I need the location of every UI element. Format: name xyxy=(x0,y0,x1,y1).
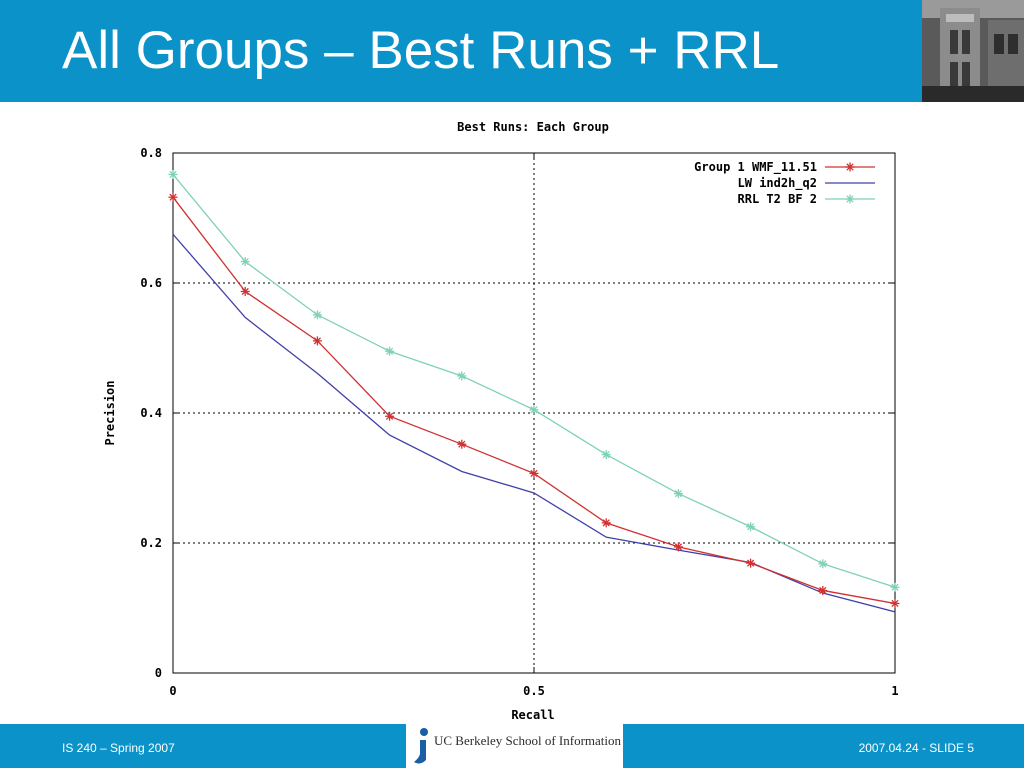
legend-marker xyxy=(845,162,855,172)
marker-stroke xyxy=(385,412,394,420)
data-point xyxy=(890,582,900,592)
data-point xyxy=(890,598,900,608)
footer-course: IS 240 – Spring 2007 xyxy=(62,741,175,755)
data-point xyxy=(818,585,828,595)
data-point xyxy=(168,169,178,179)
axis-ticks: 0 0.2 0.4 0.6 0.8 0 0.5 1 xyxy=(140,146,898,698)
data-point xyxy=(601,518,611,528)
precision-recall-chart: Best Runs: Each Group Recall Precision 0… xyxy=(103,120,900,722)
y-tick-label: 0 xyxy=(155,666,162,680)
marker-stroke xyxy=(530,469,538,478)
data-point xyxy=(673,489,683,499)
x-tick-label: 1 xyxy=(891,684,898,698)
legend-label: LW ind2h_q2 xyxy=(738,176,817,191)
marker-stroke xyxy=(819,560,827,568)
data-point xyxy=(240,286,250,296)
marker-stroke xyxy=(241,287,249,296)
y-tick-label: 0.2 xyxy=(140,536,162,550)
marker-stroke xyxy=(241,257,249,266)
marker-stroke xyxy=(313,311,322,319)
y-tick-label: 0.4 xyxy=(140,406,162,420)
legend-label: Group 1 WMF_11.51 xyxy=(694,160,817,175)
marker-stroke xyxy=(674,489,683,498)
y-axis-label: Precision xyxy=(103,380,117,445)
data-point xyxy=(529,468,539,478)
data-point xyxy=(168,192,178,202)
x-axis-label: Recall xyxy=(511,708,554,722)
data-point xyxy=(312,336,322,346)
marker-stroke xyxy=(891,599,899,608)
data-point xyxy=(240,257,250,267)
x-tick-label: 0.5 xyxy=(523,684,545,698)
marker-stroke xyxy=(891,583,899,591)
marker-stroke xyxy=(458,372,466,380)
data-point xyxy=(818,559,828,569)
marker-stroke xyxy=(602,519,610,527)
campanile-photo xyxy=(922,0,1024,102)
data-point xyxy=(457,439,467,449)
data-point xyxy=(746,558,756,568)
marker-stroke xyxy=(674,543,683,551)
x-tick-label: 0 xyxy=(169,684,176,698)
slide-header xyxy=(0,0,1024,102)
data-point xyxy=(385,346,395,356)
marker-stroke xyxy=(746,559,755,567)
slide-title: All Groups – Best Runs + RRL xyxy=(62,21,780,80)
logo-box xyxy=(406,724,623,768)
chart-title: Best Runs: Each Group xyxy=(457,120,609,134)
marker-stroke xyxy=(169,193,177,201)
footer-slide-number: 2007.04.24 - SLIDE 5 xyxy=(858,741,974,755)
data-point xyxy=(385,411,395,421)
marker-stroke xyxy=(385,347,394,355)
data-point xyxy=(601,450,611,460)
data-point xyxy=(312,310,322,320)
legend-marker xyxy=(845,194,855,204)
marker-stroke xyxy=(819,586,827,595)
data-point xyxy=(673,542,683,552)
series-lines xyxy=(168,169,900,613)
data-point xyxy=(529,405,539,415)
school-logo-text: UC Berkeley School of Information xyxy=(434,733,622,748)
marker-stroke xyxy=(746,523,755,531)
marker-stroke xyxy=(846,195,854,203)
marker-stroke xyxy=(313,337,322,345)
y-tick-label: 0.6 xyxy=(140,276,162,290)
marker-stroke xyxy=(602,450,610,459)
school-logo-icon xyxy=(414,728,428,764)
y-tick-label: 0.8 xyxy=(140,146,162,160)
marker-stroke xyxy=(458,440,466,448)
data-point xyxy=(746,522,756,532)
series-line xyxy=(172,174,896,588)
legend-label: RRL T2 BF 2 xyxy=(738,192,817,206)
marker-stroke xyxy=(530,406,538,414)
marker-stroke xyxy=(169,170,177,179)
data-point xyxy=(457,371,467,381)
marker-stroke xyxy=(846,163,854,171)
